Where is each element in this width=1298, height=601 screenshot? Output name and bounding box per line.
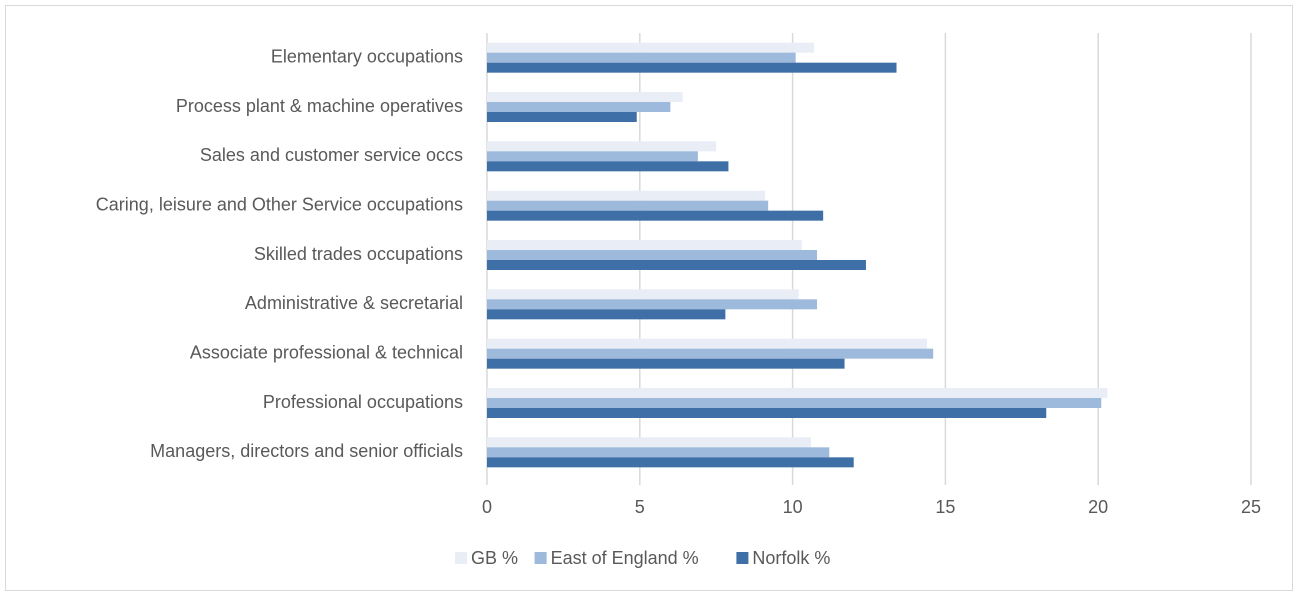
bar	[487, 62, 897, 73]
bar	[487, 102, 671, 112]
bar	[487, 437, 811, 448]
bar	[487, 358, 845, 369]
legend-swatch	[736, 552, 749, 564]
bar	[487, 447, 830, 458]
bar	[487, 250, 818, 260]
bar	[487, 299, 818, 310]
y-tick-label: Elementary occupations	[271, 46, 463, 66]
bar	[487, 398, 1102, 408]
bar	[487, 408, 1047, 418]
y-tick-label: Professional occupations	[263, 392, 463, 412]
x-tick-label: 0	[482, 497, 492, 517]
legend-swatch	[455, 552, 467, 564]
y-tick-label: Associate professional & technical	[190, 342, 463, 362]
x-tick-label: 5	[635, 497, 645, 517]
bar	[487, 457, 854, 468]
y-tick-label: Process plant & machine operatives	[176, 96, 463, 116]
bar	[487, 190, 766, 201]
bar	[487, 92, 683, 102]
bar	[487, 200, 769, 211]
legend-swatch	[534, 552, 547, 564]
x-tick-label: 15	[935, 497, 955, 517]
bar	[487, 112, 637, 122]
legend-label: GB %	[471, 548, 518, 568]
bar	[487, 210, 824, 221]
bar	[487, 309, 726, 320]
bar	[487, 338, 928, 349]
y-tick-label: Sales and customer service occs	[200, 145, 463, 165]
x-tick-label: 25	[1241, 497, 1261, 517]
bar	[487, 42, 814, 53]
x-tick-label: 10	[783, 497, 803, 517]
legend-label: East of England %	[551, 548, 699, 568]
bar	[487, 289, 799, 300]
bar	[487, 151, 698, 162]
x-tick-label: 20	[1088, 497, 1108, 517]
y-tick-label: Skilled trades occupations	[254, 244, 463, 264]
bar	[487, 348, 934, 359]
bar	[487, 240, 802, 250]
y-tick-label: Caring, leisure and Other Service occupa…	[96, 194, 463, 214]
bar	[487, 388, 1108, 398]
legend-label: Norfolk %	[752, 548, 830, 568]
bar	[487, 260, 866, 270]
bar	[487, 141, 717, 152]
y-tick-label: Administrative & secretarial	[245, 293, 463, 313]
bar	[487, 161, 729, 172]
y-tick-label: Managers, directors and senior officials	[150, 441, 463, 461]
bar	[487, 52, 796, 63]
